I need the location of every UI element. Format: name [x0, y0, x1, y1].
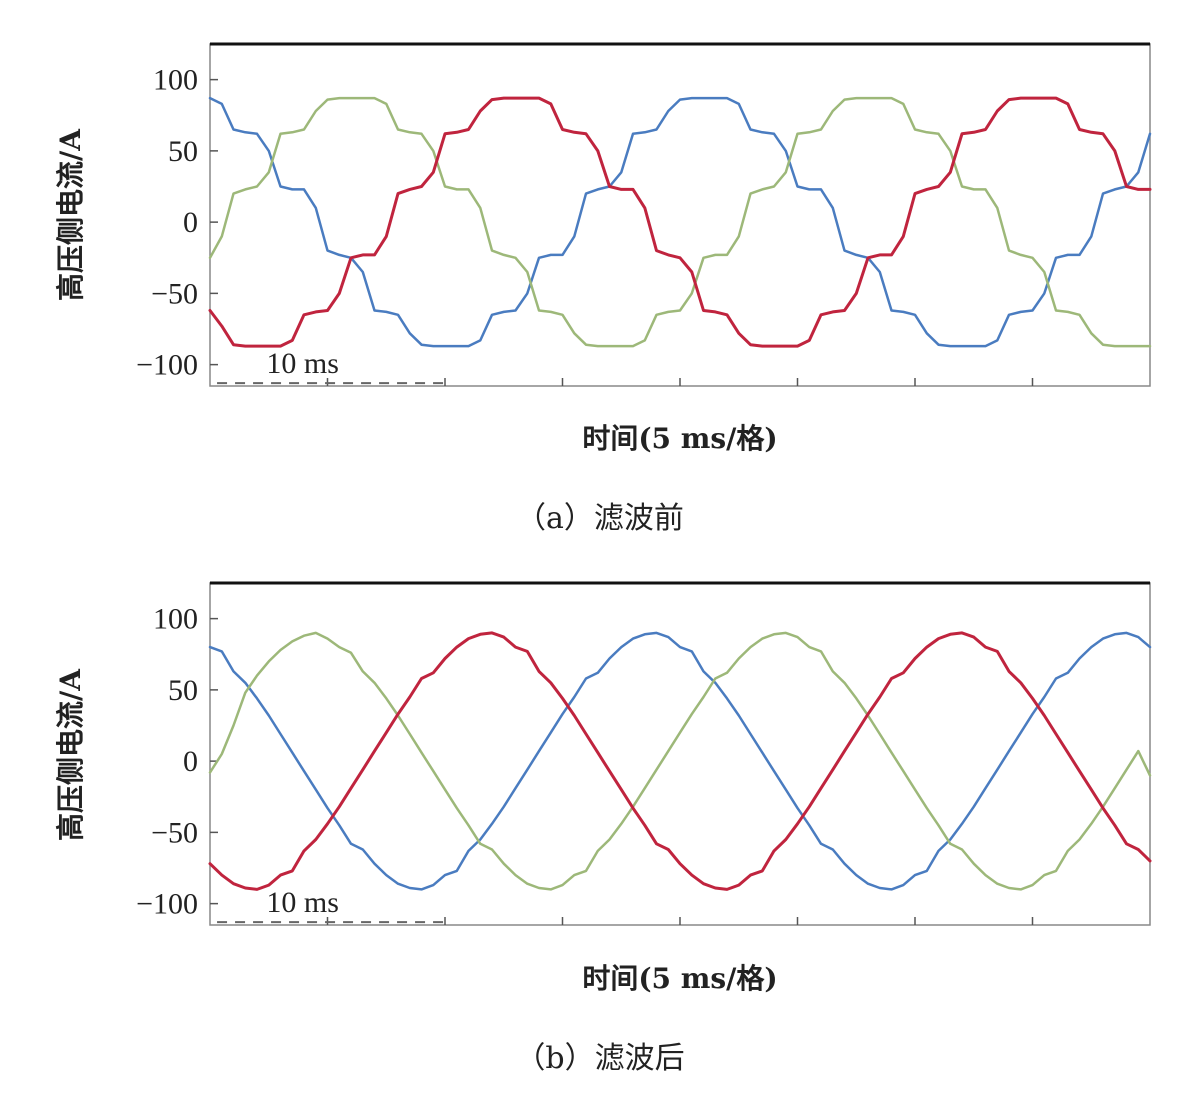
- figure-caption: （b）滤波后: [515, 1041, 684, 1076]
- scale-bar-label: 10 ms: [266, 886, 339, 919]
- y-axis-label: 高压侧电流/A: [54, 668, 87, 841]
- y-axis-label: 高压侧电流/A: [54, 128, 87, 301]
- x-axis-label: 时间(5 ms/格): [582, 422, 777, 455]
- x-axis-label: 时间(5 ms/格): [582, 962, 777, 995]
- y-tick-label: −50: [151, 816, 198, 849]
- series-line-3: [208, 96, 1152, 348]
- y-tick-label: 100: [153, 603, 198, 636]
- y-tick-label: 0: [183, 206, 198, 239]
- chart-panel-b: 100 50 0 −50 −100 10 ms 高压侧电流/A 时间(5 ms/格) （…: [54, 581, 1152, 1076]
- chart-panel-a: 100 50 0 −50 −100 10 ms 高压侧电流/A 时间(5 ms/格) （…: [54, 42, 1152, 536]
- series-line-1: [208, 96, 1152, 348]
- y-tick-label: −100: [136, 888, 198, 921]
- y-tick-label: 50: [168, 135, 198, 168]
- y-axis-ticks: 100 50 0 −50 −100: [136, 64, 218, 382]
- series-line-1: [208, 631, 1152, 891]
- scale-bar: 10 ms: [217, 347, 445, 385]
- y-tick-label: −50: [151, 277, 198, 310]
- y-tick-label: −100: [136, 349, 198, 382]
- y-tick-label: 50: [168, 674, 198, 707]
- series-line-2: [208, 631, 1152, 891]
- y-tick-label: 0: [183, 745, 198, 778]
- y-axis-ticks: 100 50 0 −50 −100: [136, 603, 218, 921]
- series-line-2: [208, 96, 1152, 348]
- figure-caption: （a）滤波前: [516, 501, 684, 536]
- y-tick-label: 100: [153, 64, 198, 97]
- x-axis-ticks: [326, 378, 1034, 386]
- scale-bar-label: 10 ms: [266, 347, 339, 380]
- scale-bar: 10 ms: [217, 886, 445, 924]
- series-group: [208, 631, 1152, 891]
- x-axis-ticks: [326, 917, 1034, 925]
- series-group: [208, 96, 1152, 348]
- plot-frame: [209, 582, 1151, 926]
- series-line-3: [208, 631, 1152, 891]
- plot-frame: [209, 43, 1151, 387]
